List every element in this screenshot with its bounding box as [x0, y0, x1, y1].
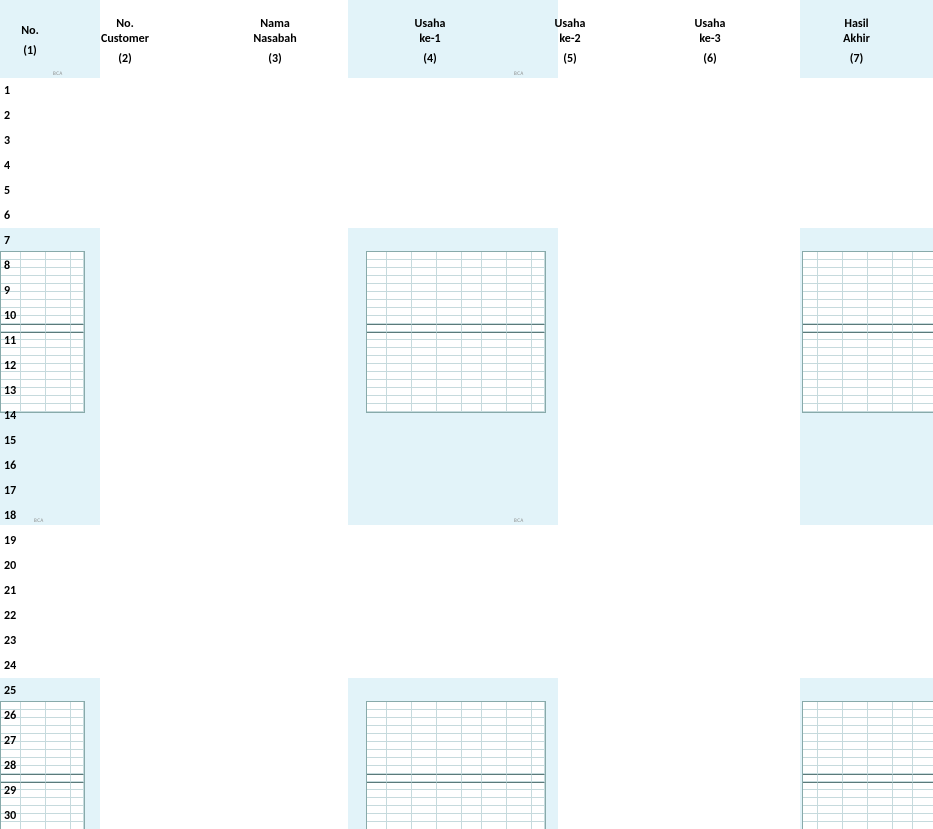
row-number: 9 [2, 278, 16, 303]
blank-table-thumb [802, 701, 933, 829]
row-number: 15 [2, 428, 16, 453]
row-number: 4 [2, 153, 16, 178]
blank-table-thumb [366, 701, 546, 829]
row-number: 3 [2, 128, 16, 153]
row-number: 26 [2, 703, 16, 728]
col-usaha-1: Usahake-1(4) [360, 0, 500, 78]
row-number: 14 [2, 403, 16, 428]
row-number: 21 [2, 578, 16, 603]
row-number: 11 [2, 328, 16, 353]
row-number: 22 [2, 603, 16, 628]
col-no: No.(1) [0, 0, 60, 78]
row-number: 10 [2, 303, 16, 328]
row-number: 18 [2, 503, 16, 528]
row-number: 30 [2, 803, 16, 828]
table-header: No.(1) No.Customer(2) NamaNasabah(3) Usa… [0, 0, 933, 78]
row-number: 19 [2, 528, 16, 553]
col-customer: No.Customer(2) [60, 0, 190, 78]
row-number: 1 [2, 78, 16, 103]
row-number: 24 [2, 653, 16, 678]
row-number: 25 [2, 678, 16, 703]
row-number: 7 [2, 228, 16, 253]
row-number: 29 [2, 778, 16, 803]
row-number: 28 [2, 753, 16, 778]
row-number: 16 [2, 453, 16, 478]
row-number: 27 [2, 728, 16, 753]
row-number: 13 [2, 378, 16, 403]
row-number: 17 [2, 478, 16, 503]
row-number: 12 [2, 353, 16, 378]
col-nama: NamaNasabah(3) [190, 0, 360, 78]
col-hasil: HasilAkhir(7) [780, 0, 933, 78]
col-usaha-3: Usahake-3(6) [640, 0, 780, 78]
row-number: 2 [2, 103, 16, 128]
blank-table-thumb [802, 251, 933, 413]
row-number: 5 [2, 178, 16, 203]
row-number: 23 [2, 628, 16, 653]
row-number-gutter: 1234567891011121314151617181920212223242… [2, 78, 16, 828]
row-number: 8 [2, 253, 16, 278]
blank-table-thumb [366, 251, 546, 413]
col-usaha-2: Usahake-2(5) [500, 0, 640, 78]
row-number: 6 [2, 203, 16, 228]
row-number: 20 [2, 553, 16, 578]
